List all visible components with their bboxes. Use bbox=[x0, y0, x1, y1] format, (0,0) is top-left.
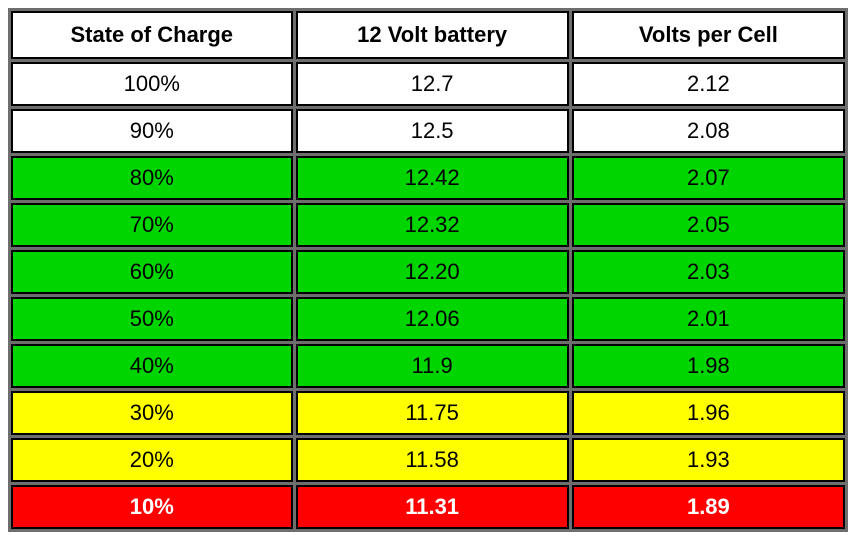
cell-12v: 12.06 bbox=[296, 297, 569, 341]
cell-vpc: 2.12 bbox=[572, 62, 845, 106]
table-row: 90% 12.5 2.08 bbox=[11, 109, 845, 153]
cell-vpc: 1.93 bbox=[572, 438, 845, 482]
cell-soc: 70% bbox=[11, 203, 293, 247]
cell-soc: 50% bbox=[11, 297, 293, 341]
cell-vpc: 1.96 bbox=[572, 391, 845, 435]
cell-12v: 12.5 bbox=[296, 109, 569, 153]
cell-12v: 12.7 bbox=[296, 62, 569, 106]
table-row: 100% 12.7 2.12 bbox=[11, 62, 845, 106]
cell-vpc: 2.01 bbox=[572, 297, 845, 341]
cell-soc: 60% bbox=[11, 250, 293, 294]
table-row: 40% 11.9 1.98 bbox=[11, 344, 845, 388]
col-header-soc: State of Charge bbox=[11, 11, 293, 59]
cell-vpc: 2.07 bbox=[572, 156, 845, 200]
battery-soc-table: State of Charge 12 Volt battery Volts pe… bbox=[8, 8, 848, 532]
cell-soc: 90% bbox=[11, 109, 293, 153]
cell-12v: 11.58 bbox=[296, 438, 569, 482]
cell-vpc: 2.08 bbox=[572, 109, 845, 153]
cell-soc: 20% bbox=[11, 438, 293, 482]
cell-soc: 10% bbox=[11, 485, 293, 529]
cell-vpc: 1.98 bbox=[572, 344, 845, 388]
cell-soc: 80% bbox=[11, 156, 293, 200]
table-row: 70% 12.32 2.05 bbox=[11, 203, 845, 247]
table-row: 10% 11.31 1.89 bbox=[11, 485, 845, 529]
table-header-row: State of Charge 12 Volt battery Volts pe… bbox=[11, 11, 845, 59]
table-row: 30% 11.75 1.96 bbox=[11, 391, 845, 435]
cell-12v: 12.32 bbox=[296, 203, 569, 247]
table-row: 50% 12.06 2.01 bbox=[11, 297, 845, 341]
table-row: 60% 12.20 2.03 bbox=[11, 250, 845, 294]
cell-12v: 11.31 bbox=[296, 485, 569, 529]
col-header-vpc: Volts per Cell bbox=[572, 11, 845, 59]
cell-vpc: 1.89 bbox=[572, 485, 845, 529]
cell-vpc: 2.03 bbox=[572, 250, 845, 294]
cell-soc: 30% bbox=[11, 391, 293, 435]
cell-12v: 12.42 bbox=[296, 156, 569, 200]
cell-soc: 40% bbox=[11, 344, 293, 388]
cell-12v: 12.20 bbox=[296, 250, 569, 294]
table-row: 20% 11.58 1.93 bbox=[11, 438, 845, 482]
cell-soc: 100% bbox=[11, 62, 293, 106]
cell-12v: 11.9 bbox=[296, 344, 569, 388]
cell-12v: 11.75 bbox=[296, 391, 569, 435]
table-row: 80% 12.42 2.07 bbox=[11, 156, 845, 200]
col-header-12v: 12 Volt battery bbox=[296, 11, 569, 59]
cell-vpc: 2.05 bbox=[572, 203, 845, 247]
